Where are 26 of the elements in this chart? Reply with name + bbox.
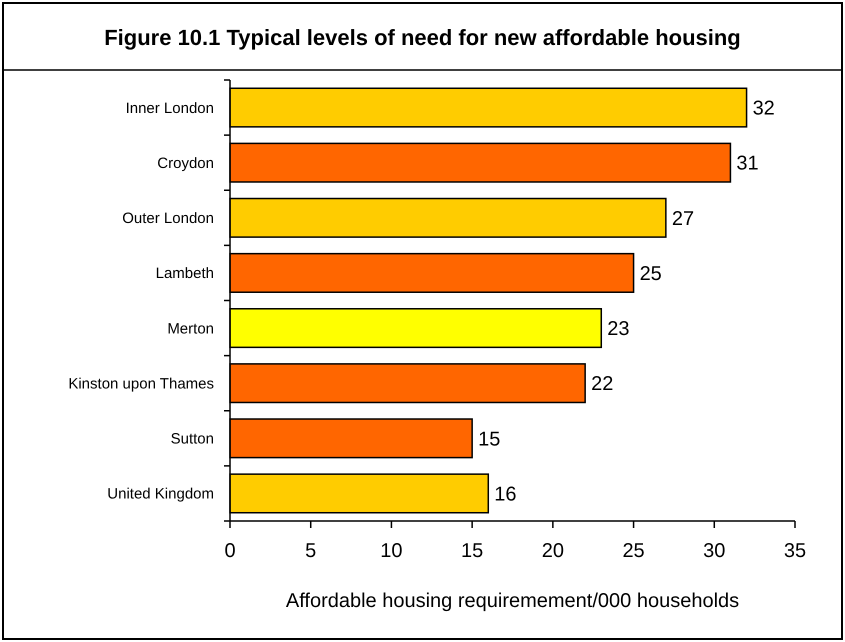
y-tick-label: Outer London [122, 210, 214, 228]
y-tick-label: Kinston upon Thames [68, 375, 214, 392]
x-tick-label: 30 [703, 540, 726, 562]
y-tick-label: Merton [167, 320, 214, 338]
y-tick-label: Lambeth [156, 265, 214, 282]
data-label: 31 [736, 152, 759, 175]
y-tick-label: Croydon [157, 154, 214, 172]
x-tick-label: 15 [461, 540, 484, 562]
data-label: 23 [607, 318, 630, 340]
y-tick-label: United Kingdom [107, 486, 214, 503]
x-tick-label: 35 [784, 540, 806, 562]
x-tick-label: 20 [542, 540, 564, 562]
y-tick-label: Inner London [126, 100, 214, 117]
y-tick-label: Sutton [170, 430, 214, 448]
data-label: 25 [640, 262, 662, 285]
data-label: 32 [752, 98, 775, 120]
data-label: 15 [478, 428, 500, 450]
x-tick-label: 0 [224, 540, 236, 562]
x-tick-label: 25 [622, 540, 645, 562]
x-tick-label: 10 [380, 540, 403, 562]
chart-title: Figure 10.1 Typical levels of need for new affordable housing [104, 25, 741, 50]
data-label: 27 [672, 208, 694, 230]
x-axis-title: Affordable housing requiremement/000 households [286, 590, 740, 612]
data-label: 22 [591, 373, 614, 396]
data-label: 16 [494, 483, 517, 506]
x-tick-label: 5 [305, 540, 316, 562]
